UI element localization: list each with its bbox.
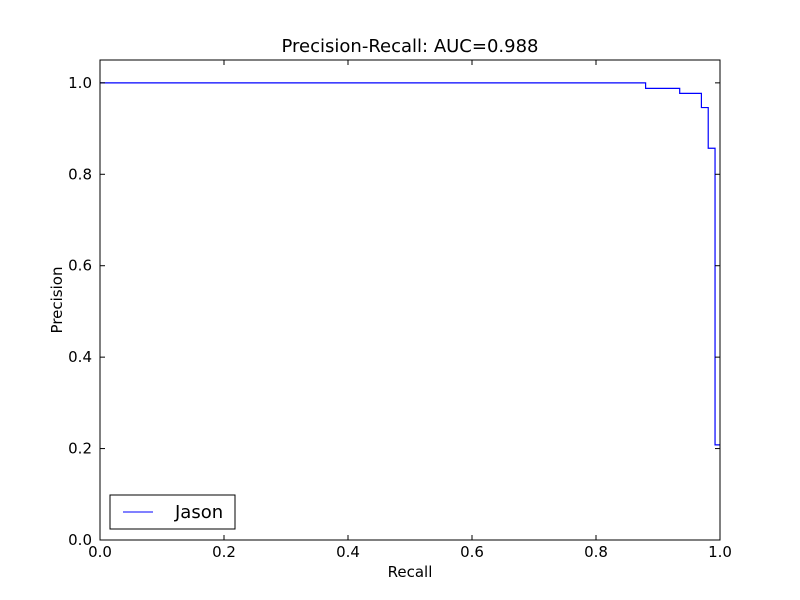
y-tick-label: 0.2 — [68, 440, 92, 458]
y-tick-label: 0.6 — [68, 257, 92, 275]
series-line-0 — [100, 82, 720, 446]
y-tick-label: 1.0 — [68, 74, 92, 92]
plot-background — [100, 60, 720, 540]
y-tick-label: 0.8 — [68, 165, 92, 183]
y-tick-label: 0.4 — [68, 348, 92, 366]
series-layer — [100, 82, 720, 446]
x-axis-label: Recall — [388, 563, 433, 581]
x-tick-label: 0.4 — [336, 543, 360, 561]
x-tick-label: 0.0 — [88, 543, 112, 561]
chart-title: Precision-Recall: AUC=0.988 — [282, 36, 539, 57]
x-tick-label: 0.6 — [460, 543, 484, 561]
legend-label: Jason — [174, 502, 223, 523]
legend: Jason — [109, 494, 236, 530]
y-axis-label: Precision — [48, 267, 66, 334]
x-tick-label: 0.8 — [584, 543, 608, 561]
plot-frame — [99, 59, 721, 541]
x-tick-label: 1.0 — [708, 543, 732, 561]
y-tick-label: 0.0 — [68, 531, 92, 549]
x-tick-label: 0.2 — [212, 543, 236, 561]
ticks-layer: 0.0 0.2 0.4 0.6 0.8 1.0 0.0 0.2 0.4 0.6 0.8 1.0 — [68, 60, 732, 561]
